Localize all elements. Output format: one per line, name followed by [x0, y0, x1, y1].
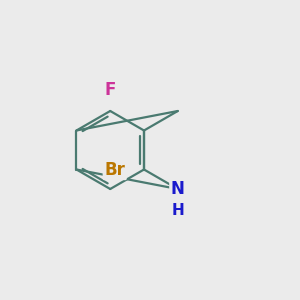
Text: Br: Br — [104, 160, 125, 178]
Text: F: F — [104, 80, 116, 98]
Text: N: N — [171, 180, 185, 198]
Text: H: H — [171, 203, 184, 218]
